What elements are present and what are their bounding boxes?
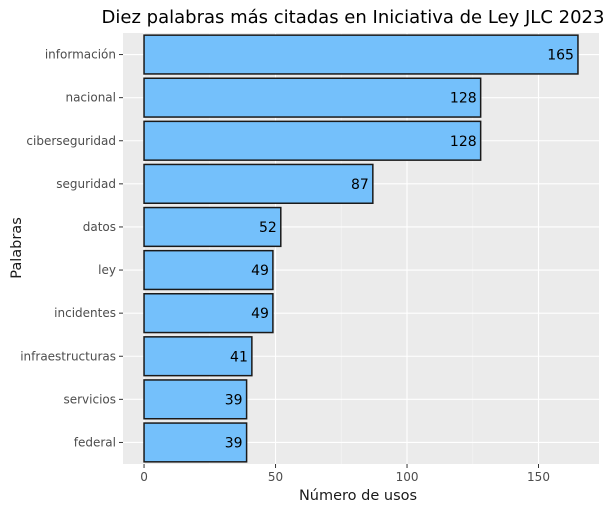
data-label: 49 — [251, 306, 269, 322]
y-tick-label: nacional — [65, 91, 116, 105]
y-tick-label: incidentes — [54, 306, 116, 320]
bar — [143, 77, 482, 118]
bar — [143, 422, 248, 463]
y-tick-label: ciberseguridad — [26, 134, 116, 148]
data-label: 165 — [547, 48, 574, 64]
bars: 165 128 128 87 52 49 49 41 39 39 — [143, 34, 579, 463]
bar — [143, 293, 274, 334]
data-label: 39 — [225, 392, 243, 408]
bar — [143, 34, 579, 75]
bar — [143, 120, 482, 161]
chart-title: Diez palabras más citadas en Iniciativa … — [102, 7, 605, 28]
data-label: 128 — [450, 134, 477, 150]
bar — [143, 336, 253, 377]
y-tick-label: infraestructuras — [20, 349, 116, 363]
y-tick-label: seguridad — [56, 177, 116, 191]
data-label: 87 — [351, 177, 369, 193]
y-axis-ticks: información nacional ciberseguridad segurid… — [20, 48, 123, 449]
x-axis-title: Número de usos — [299, 488, 417, 504]
data-label: 39 — [225, 435, 243, 451]
data-label: 128 — [450, 91, 477, 107]
y-tick-label: servicios — [63, 392, 116, 406]
data-label: 41 — [230, 349, 248, 365]
bar — [143, 206, 282, 248]
x-tick-label: 0 — [140, 470, 148, 484]
data-label: 52 — [259, 220, 277, 236]
x-tick-label: 50 — [268, 470, 283, 484]
data-label: 49 — [251, 263, 269, 279]
y-tick-label: datos — [83, 220, 116, 234]
x-tick-label: 150 — [527, 470, 550, 484]
y-axis-title: Palabras — [9, 217, 25, 279]
bar — [143, 163, 374, 204]
y-tick-label: ley — [98, 263, 116, 277]
x-tick-label: 100 — [396, 470, 419, 484]
y-tick-label: información — [45, 48, 116, 62]
y-tick-label: federal — [74, 435, 116, 449]
x-axis-ticks: 0 50 100 150 — [140, 464, 550, 484]
bar — [143, 249, 274, 291]
bar — [143, 379, 248, 420]
